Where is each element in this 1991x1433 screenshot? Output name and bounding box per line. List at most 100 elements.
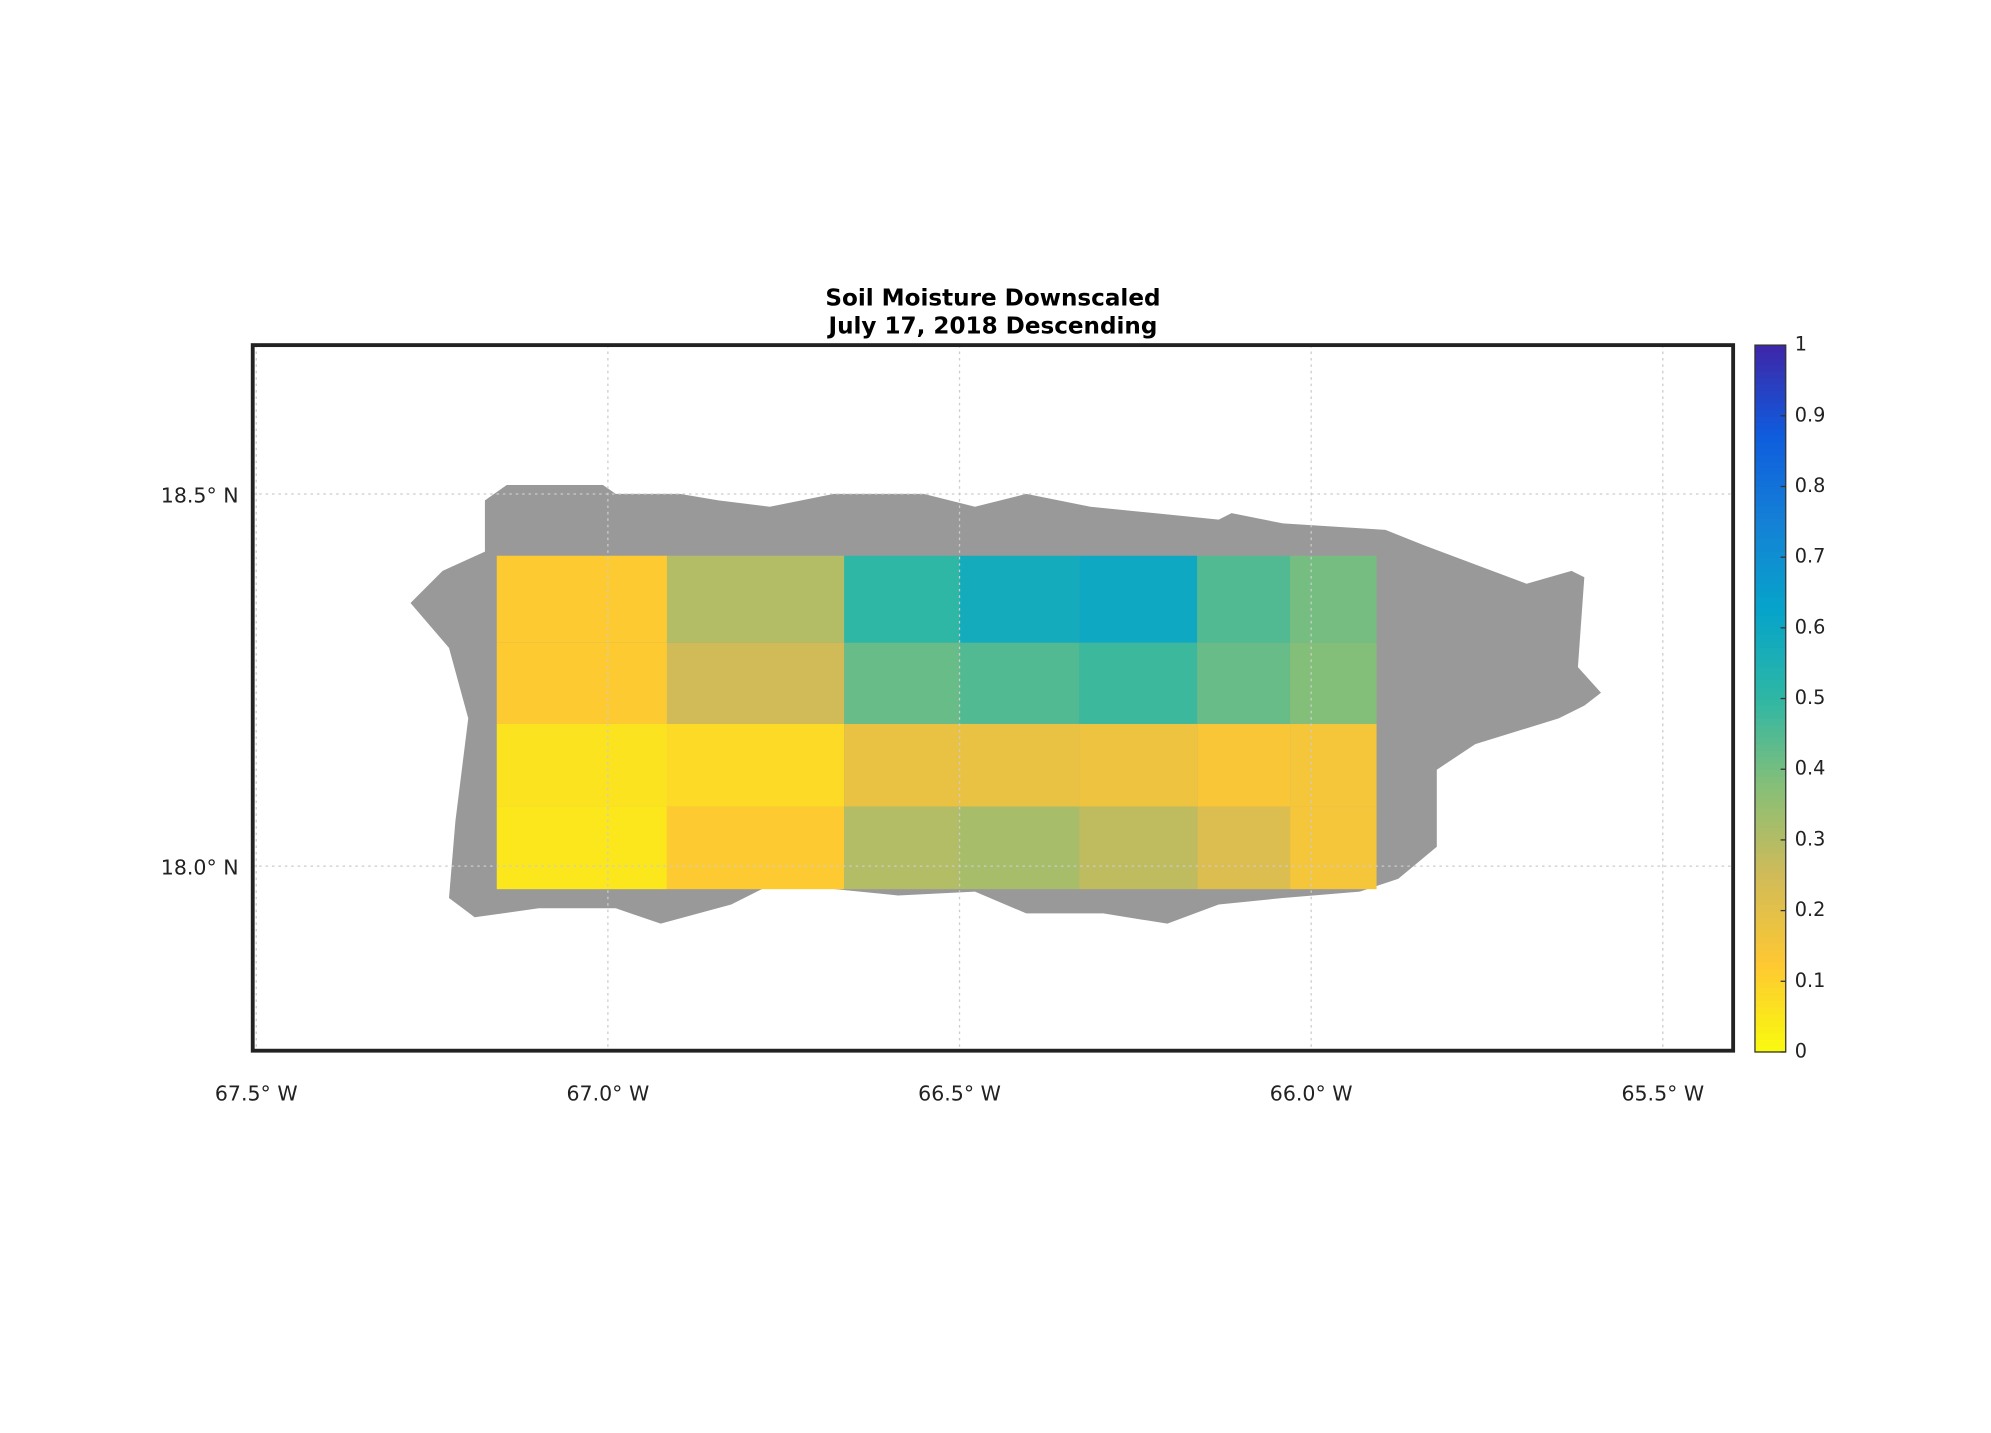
colorbar-swatch [1754,1026,1786,1034]
cell [1290,723,1377,807]
colorbar-swatch [1754,929,1786,938]
colorbar-swatch [1754,435,1786,443]
colorbar-swatch [1754,949,1786,957]
cell [496,555,667,643]
colorbar-swatch [1754,1000,1786,1008]
colorbar-swatch [1754,685,1786,693]
colorbar-swatch [1754,415,1786,423]
colorbar-swatch [1754,499,1786,507]
colorbar-swatch [1754,942,1786,950]
colorbar-swatch [1754,351,1786,359]
colorbar-swatch [1754,897,1786,905]
colorbar-swatch [1754,576,1786,584]
chart-subtitle: July 17, 2018 Descending [826,314,1157,340]
colorbar-swatch [1754,839,1786,848]
cell [496,642,667,724]
colorbar-swatch [1754,865,1786,873]
colorbar-swatch [1754,955,1786,963]
colorbar-swatch [1754,1006,1786,1015]
colorbar-swatch [1754,595,1786,603]
colorbar-swatch [1754,383,1786,391]
cell [959,642,1080,724]
colorbar-swatch [1754,756,1786,764]
colorbar-swatch [1754,698,1786,706]
cell [1079,723,1198,807]
colorbar-swatch [1754,525,1786,533]
y-tick-label: 18.5° N [161,484,239,508]
colorbar-swatch [1754,441,1786,449]
colorbar-swatch [1754,377,1786,385]
colorbar-swatch [1754,775,1786,783]
map-frame [250,343,1736,1053]
colorbar-swatch [1754,563,1786,571]
colorbar-swatch [1754,1019,1786,1028]
colorbar-tick-label: 0.7 [1795,545,1826,568]
colorbar-swatch [1754,550,1786,558]
colorbar-swatch [1754,544,1786,552]
y-tick-label: 18.0° N [161,856,239,880]
colorbar-swatch [1754,518,1786,526]
x-tick-label: 66.0° W [1270,1081,1353,1105]
cell [1197,806,1291,890]
colorbar-tick-label: 0.3 [1795,827,1826,850]
colorbar-swatch [1754,891,1786,899]
colorbar-swatch [1754,647,1786,655]
colorbar-swatch [1754,602,1786,610]
colorbar-swatch [1754,872,1786,880]
colorbar-swatch [1754,409,1786,417]
x-tick-label: 67.0° W [567,1081,650,1105]
x-tick-label: 65.5° W [1621,1081,1704,1105]
cell [844,642,960,724]
colorbar-swatch [1754,531,1786,539]
colorbar-tick-label: 0.1 [1795,969,1826,992]
cell [1197,723,1291,807]
cell [1290,555,1377,643]
colorbar-swatch [1754,473,1786,481]
colorbar-swatch [1754,1013,1786,1021]
cell [844,806,960,890]
colorbar-swatch [1754,711,1786,719]
colorbar-swatch [1754,820,1786,828]
colorbar-swatch [1754,557,1786,565]
colorbar-swatch [1754,962,1786,970]
cell [666,555,845,643]
cell [1079,555,1198,643]
cell [666,806,845,890]
colorbar-swatch [1754,923,1786,931]
colorbar-swatch [1754,422,1786,430]
chart-title: Soil Moisture Downscaled [825,285,1160,311]
colorbar-tick-label: 0 [1795,1039,1807,1062]
colorbar-swatch [1754,737,1786,745]
colorbar-swatch [1754,357,1786,366]
colorbar-swatch [1754,627,1786,636]
colorbar-swatch [1754,846,1786,854]
x-tick-label: 67.5° W [215,1081,298,1105]
colorbar-swatch [1754,447,1786,456]
colorbar-swatch [1754,974,1786,983]
colorbar-swatch [1754,467,1786,475]
cell [1290,642,1377,724]
colorbar-tick-label: 1 [1795,333,1807,356]
colorbar-tick-label: 0.9 [1795,403,1826,426]
colorbar-swatch [1754,1045,1786,1053]
cell [1290,806,1377,890]
colorbar-tick-label: 0.5 [1795,686,1826,709]
colorbar-swatch [1754,480,1786,488]
colorbar-swatch [1754,917,1786,925]
colorbar-swatch [1754,505,1786,513]
colorbar-swatch [1754,679,1786,687]
x-tick-label: 66.5° W [918,1081,1001,1105]
colorbar-swatch [1754,402,1786,411]
colorbar-swatch [1754,492,1786,501]
colorbar-swatch [1754,634,1786,642]
colorbar-swatch [1754,981,1786,989]
cell [959,555,1080,643]
colorbar-swatch [1754,512,1786,520]
colorbar-swatch [1754,724,1786,732]
colorbar-swatch [1754,486,1786,494]
cell [666,642,845,724]
colorbar-swatch [1754,666,1786,674]
colorbar-swatch [1754,672,1786,681]
